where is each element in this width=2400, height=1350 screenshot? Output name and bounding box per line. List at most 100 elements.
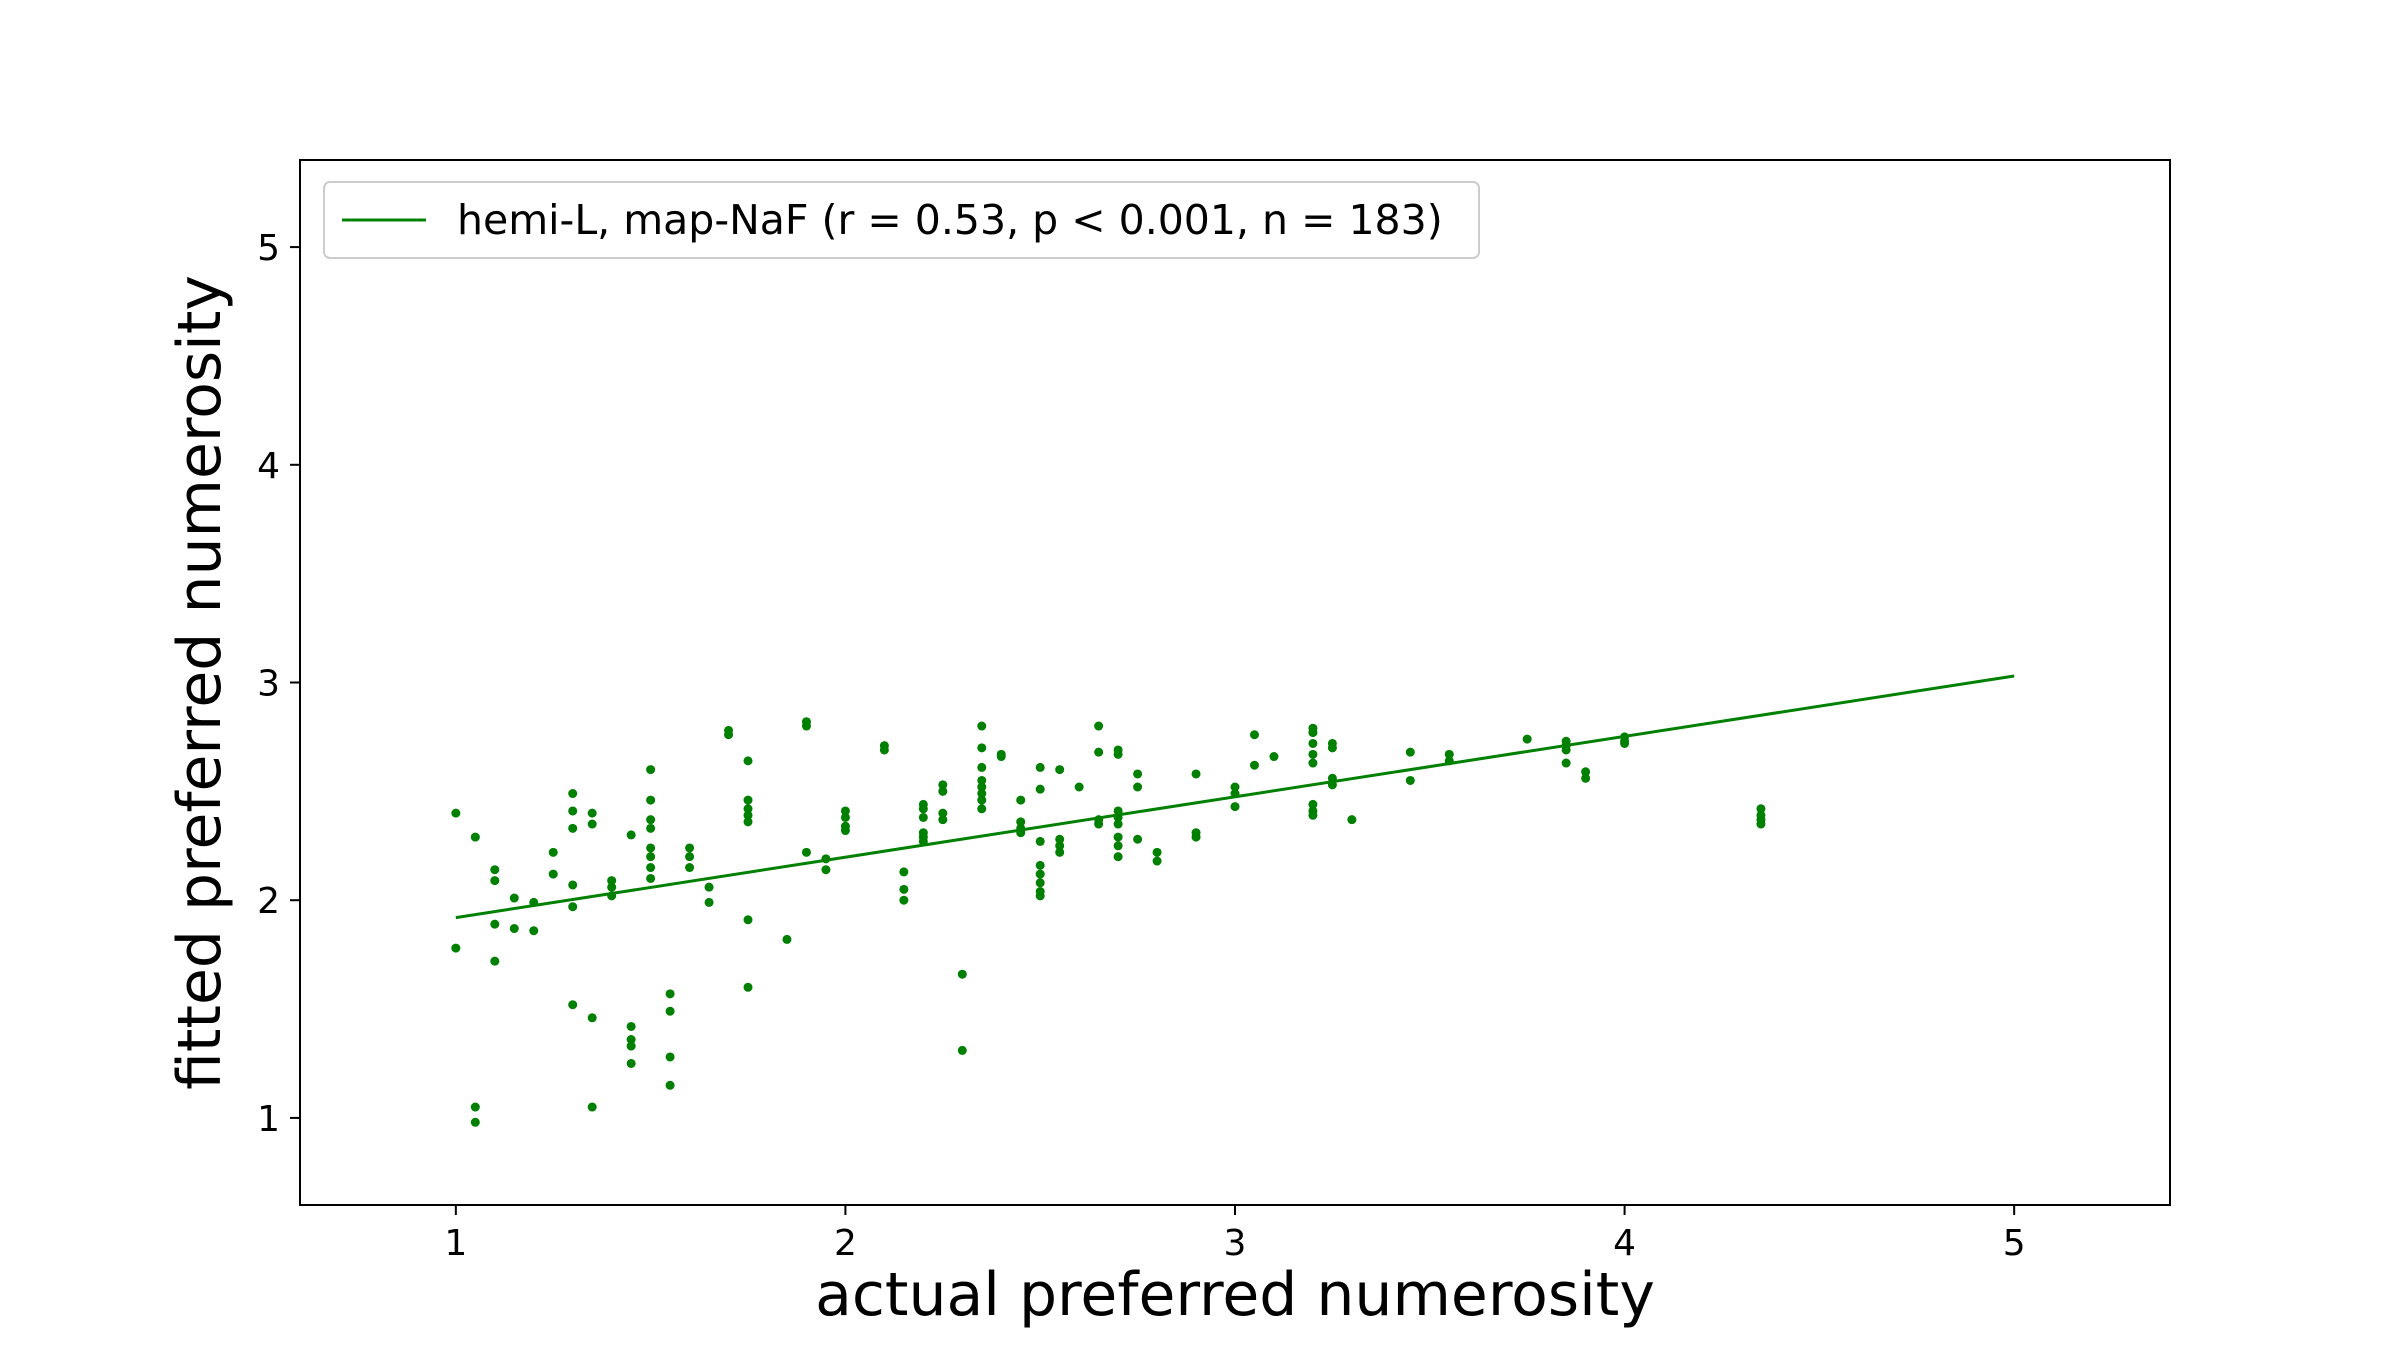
data-point (1035, 891, 1045, 901)
data-point (490, 876, 500, 886)
data-point (977, 721, 987, 731)
data-point (1444, 749, 1454, 759)
legend-box (323, 181, 1480, 259)
y-axis-label: fitted preferred numerosity (165, 275, 235, 1090)
data-point (1133, 769, 1143, 779)
data-point (1055, 847, 1065, 857)
data-point (568, 902, 578, 912)
data-point (626, 1021, 636, 1031)
data-point (470, 832, 480, 842)
data-point (568, 1000, 578, 1010)
data-point (451, 943, 461, 953)
data-point (977, 789, 987, 799)
data-point (470, 1102, 480, 1112)
data-point (918, 804, 928, 814)
data-point (1444, 756, 1454, 766)
data-point (646, 823, 656, 833)
legend: hemi-L, map-NaF (r = 0.53, p < 0.001, n … (323, 181, 1480, 259)
data-point (1094, 747, 1104, 757)
data-point (938, 780, 948, 790)
data-point (568, 806, 578, 816)
data-point (685, 863, 695, 873)
data-point (1581, 767, 1591, 777)
data-point (509, 924, 519, 934)
data-point (1308, 728, 1318, 738)
axis-ticks: 1 2 3 4 5 1 2 3 4 5 (257, 228, 2026, 1264)
data-point (1016, 828, 1026, 838)
data-point (1152, 847, 1162, 857)
data-point (879, 745, 889, 755)
data-point (977, 804, 987, 814)
data-point (743, 982, 753, 992)
data-point (1094, 819, 1104, 829)
x-tick-label: 2 (834, 1223, 857, 1264)
data-point (821, 854, 831, 864)
data-point (1230, 782, 1240, 792)
data-point (840, 812, 850, 822)
data-point (938, 786, 948, 796)
data-point (646, 795, 656, 805)
data-point (704, 882, 714, 892)
data-point (938, 815, 948, 825)
data-point (1016, 817, 1026, 827)
data-point (568, 789, 578, 799)
y-tick-label: 3 (257, 664, 280, 705)
data-point (587, 1013, 597, 1023)
data-point (1522, 734, 1532, 744)
data-point (1113, 832, 1123, 842)
data-point (977, 775, 987, 785)
data-point (801, 847, 811, 857)
data-point (1620, 738, 1630, 748)
x-tick-label: 4 (1613, 1223, 1636, 1264)
y-tick-label: 4 (257, 446, 280, 487)
data-point (1035, 869, 1045, 879)
data-point (490, 919, 500, 929)
data-point (685, 852, 695, 862)
data-point (1113, 749, 1123, 759)
data-point (1133, 834, 1143, 844)
data-point (626, 830, 636, 840)
data-point (1094, 721, 1104, 731)
data-point (665, 989, 675, 999)
data-point (490, 956, 500, 966)
data-point (1230, 802, 1240, 812)
data-point (587, 808, 597, 818)
data-point (724, 730, 734, 740)
data-point (1308, 810, 1318, 820)
data-point (548, 847, 558, 857)
data-point (587, 1102, 597, 1112)
data-point (607, 876, 617, 886)
data-point (1035, 878, 1045, 888)
data-point (1016, 795, 1026, 805)
data-point (918, 836, 928, 846)
data-point (1249, 730, 1259, 740)
data-point (782, 934, 792, 944)
data-point (1405, 775, 1415, 785)
data-point (646, 815, 656, 825)
data-point (646, 873, 656, 883)
data-point (665, 1080, 675, 1090)
data-point (1347, 815, 1357, 825)
data-point (938, 808, 948, 818)
x-axis-label: actual preferred numerosity (815, 1260, 1655, 1330)
data-point (568, 823, 578, 833)
y-tick-label: 1 (257, 1099, 280, 1140)
data-point (1327, 743, 1337, 753)
data-point (996, 752, 1006, 762)
data-point (607, 882, 617, 892)
data-point (626, 1058, 636, 1068)
data-point (1756, 819, 1766, 829)
data-point (685, 843, 695, 853)
data-point (977, 782, 987, 792)
data-point (1055, 765, 1065, 775)
data-point (665, 1052, 675, 1062)
data-point (1074, 782, 1084, 792)
data-point (451, 808, 461, 818)
data-point (743, 817, 753, 827)
data-point (801, 721, 811, 731)
data-point (587, 819, 597, 829)
data-point (1308, 758, 1318, 768)
data-point (1308, 749, 1318, 759)
data-point (1308, 738, 1318, 748)
